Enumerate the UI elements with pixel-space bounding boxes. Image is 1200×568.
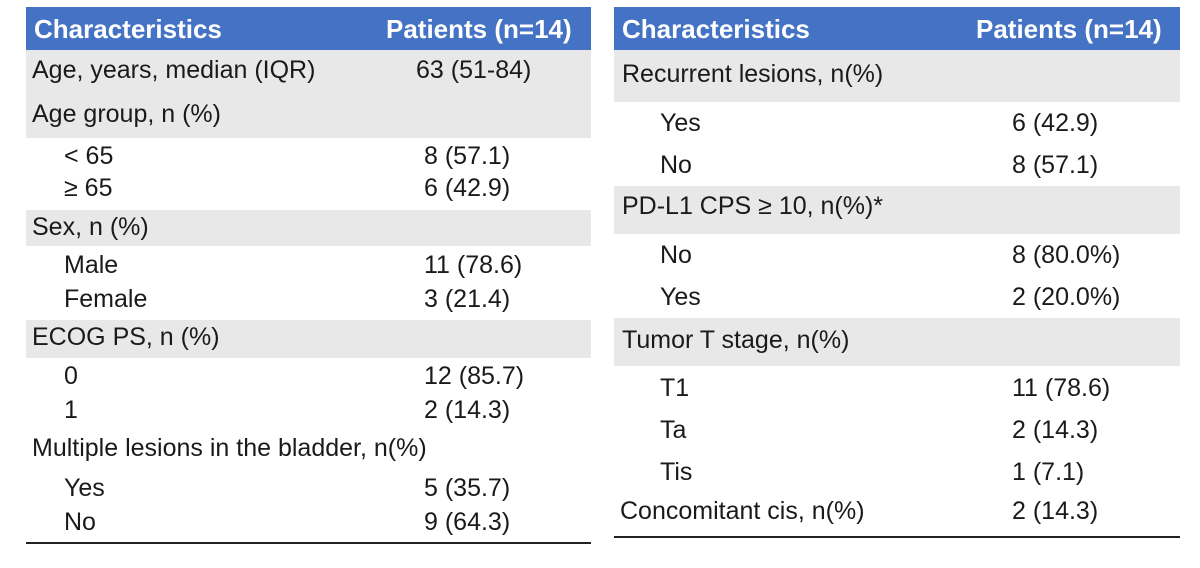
row-label: Yes <box>660 283 701 311</box>
row-value: 6 (42.9) <box>424 174 511 202</box>
table-row: Concomitant cis, n(%) 2 (14.3) <box>614 492 1180 538</box>
left-characteristics-table: Characteristics Patients (n=14) Age, yea… <box>26 7 591 544</box>
table-row: Male 11 (78.6) <box>26 246 591 282</box>
row-value: 11 (78.6) <box>1012 374 1111 402</box>
row-label: 1 <box>64 396 78 424</box>
row-label: 0 <box>64 362 78 390</box>
row-label: Male <box>64 251 119 279</box>
row-value: 8 (80.0%) <box>1012 241 1121 269</box>
table-row: Sex, n (%) <box>26 210 591 246</box>
table-row: No 8 (80.0%) <box>614 234 1180 276</box>
row-value: 2 (20.0%) <box>1012 283 1121 311</box>
table-row: Age, years, median (IQR) 63 (51-84) <box>26 50 591 94</box>
row-label: PD-L1 CPS ≥ 10, n(%)* <box>622 192 884 220</box>
row-value: 9 (64.3) <box>424 508 511 536</box>
row-label: Tumor T stage, n(%) <box>622 326 850 354</box>
row-value: 8 (57.1) <box>1012 151 1099 179</box>
table-row: ECOG PS, n (%) <box>26 320 591 358</box>
row-value: 2 (14.3) <box>424 396 511 424</box>
table-row: No 8 (57.1) <box>614 144 1180 186</box>
row-value: 6 (42.9) <box>1012 109 1099 137</box>
row-label: Ta <box>660 416 687 444</box>
table-row: Female 3 (21.4) <box>26 282 591 320</box>
right-characteristics-table: Characteristics Patients (n=14) Recurren… <box>614 7 1180 538</box>
table-row: ≥ 65 6 (42.9) <box>26 174 591 210</box>
row-value: 2 (14.3) <box>1012 416 1099 444</box>
table-bottom-rule <box>614 536 1180 538</box>
table-row: Tis 1 (7.1) <box>614 450 1180 492</box>
row-label: Multiple lesions in the bladder, n(%) <box>32 434 427 462</box>
row-value: 11 (78.6) <box>424 251 523 279</box>
table-row: T1 11 (78.6) <box>614 366 1180 408</box>
row-label: Sex, n (%) <box>32 213 149 241</box>
row-label: Age, years, median (IQR) <box>32 56 316 84</box>
row-label: ≥ 65 <box>64 174 113 202</box>
table-row: PD-L1 CPS ≥ 10, n(%)* <box>614 186 1180 234</box>
header-patients: Patients (n=14) <box>976 14 1162 44</box>
row-value: 2 (14.3) <box>1012 497 1099 525</box>
table-row: < 65 8 (57.1) <box>26 138 591 174</box>
header-patients: Patients (n=14) <box>386 14 572 44</box>
row-label: No <box>64 508 96 536</box>
row-label: Tis <box>660 458 693 486</box>
row-label: Yes <box>64 474 105 502</box>
right-table-header: Characteristics Patients (n=14) <box>614 7 1180 50</box>
row-value: 3 (21.4) <box>424 285 511 313</box>
row-label: Recurrent lesions, n(%) <box>622 60 884 88</box>
table-row: 0 12 (85.7) <box>26 358 591 394</box>
table-row: Yes 5 (35.7) <box>26 470 591 506</box>
table-row: Multiple lesions in the bladder, n(%) <box>26 430 591 470</box>
row-label: Yes <box>660 109 701 137</box>
row-value: 63 (51-84) <box>416 56 532 84</box>
left-table-header: Characteristics Patients (n=14) <box>26 7 591 50</box>
row-value: 8 (57.1) <box>424 142 511 170</box>
table-row: No 9 (64.3) <box>26 506 591 544</box>
row-label: Concomitant cis, n(%) <box>620 497 865 525</box>
table-row: Age group, n (%) <box>26 94 591 138</box>
table-row: Yes 2 (20.0%) <box>614 276 1180 318</box>
table-row: Recurrent lesions, n(%) <box>614 50 1180 102</box>
row-label: T1 <box>660 374 690 402</box>
row-label: No <box>660 151 692 179</box>
row-label: ECOG PS, n (%) <box>32 323 220 351</box>
table-bottom-rule <box>26 542 591 544</box>
table-row: 1 2 (14.3) <box>26 394 591 430</box>
row-label: Age group, n (%) <box>32 100 221 128</box>
row-value: 12 (85.7) <box>424 362 525 390</box>
row-value: 5 (35.7) <box>424 474 511 502</box>
row-value: 1 (7.1) <box>1012 458 1085 486</box>
row-label: Female <box>64 285 148 313</box>
header-characteristics: Characteristics <box>622 14 810 44</box>
header-characteristics: Characteristics <box>34 14 222 44</box>
row-label: < 65 <box>64 142 114 170</box>
table-row: Yes 6 (42.9) <box>614 102 1180 144</box>
table-row: Ta 2 (14.3) <box>614 408 1180 450</box>
table-row: Tumor T stage, n(%) <box>614 318 1180 366</box>
row-label: No <box>660 241 692 269</box>
